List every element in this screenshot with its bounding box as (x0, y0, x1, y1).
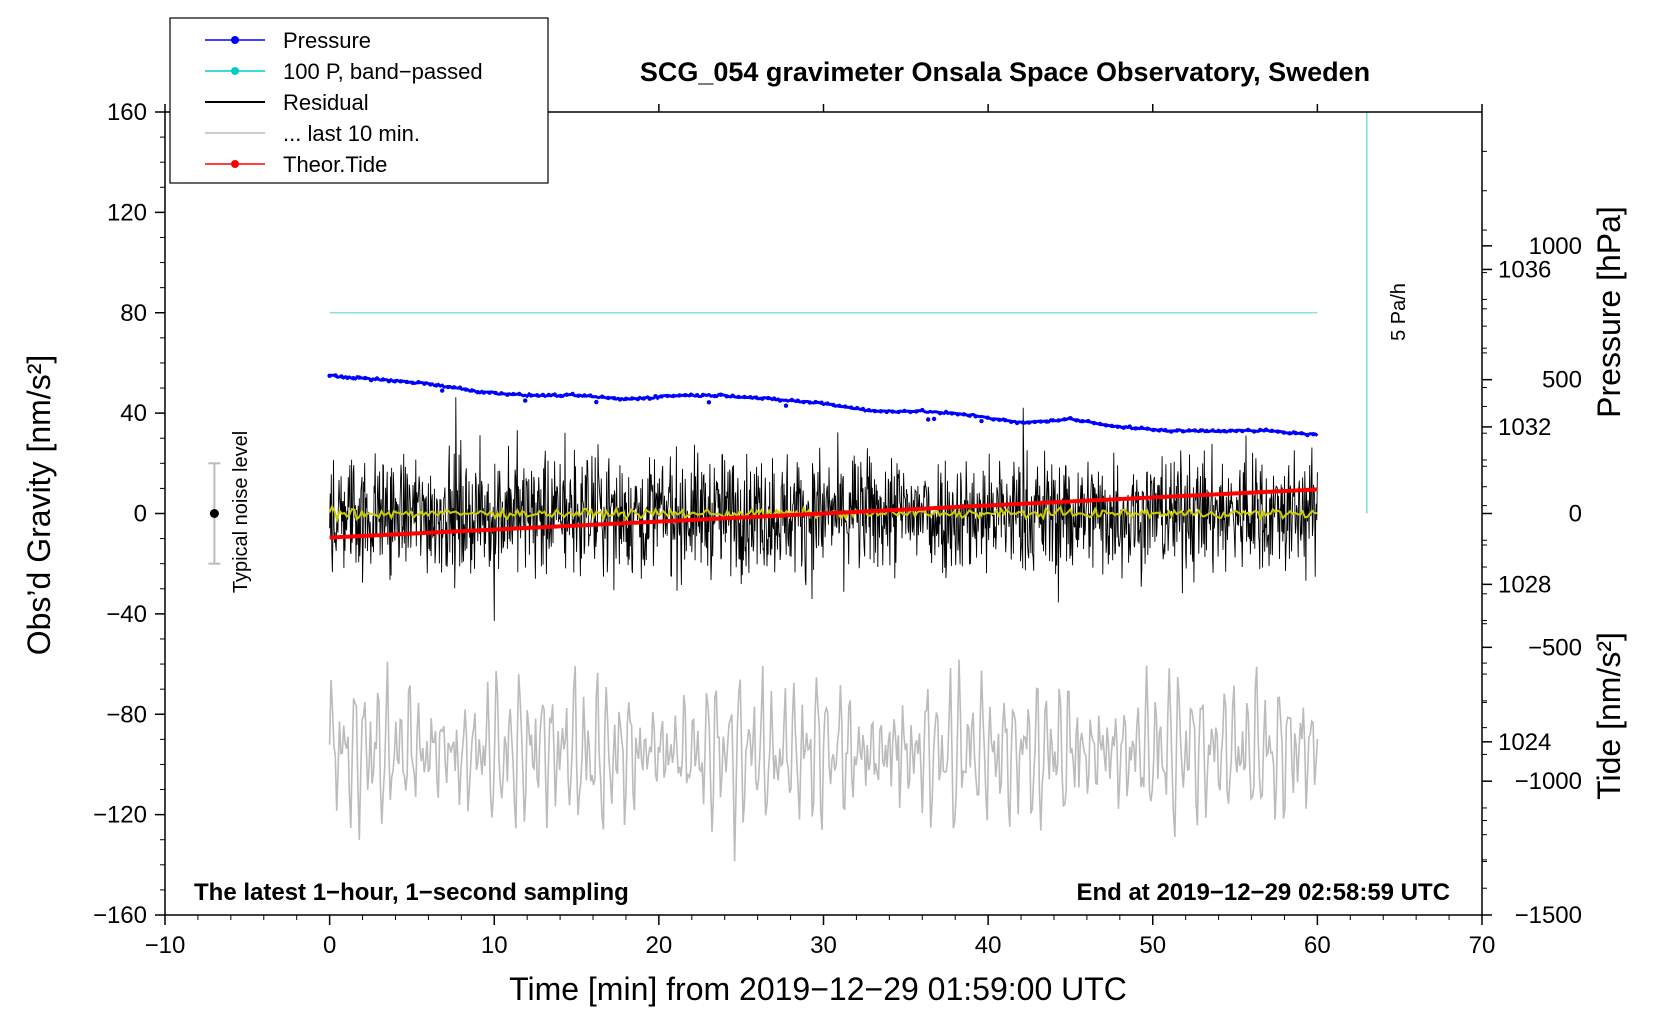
pressure-point (783, 403, 789, 408)
x-tick-label: 0 (323, 932, 336, 959)
legend-box (169, 17, 549, 184)
pressure-tick-label: 1036 (1498, 256, 1551, 283)
chart-title: SCG_054 gravimeter Onsala Space Observat… (640, 57, 1370, 87)
x-tick-label: −10 (145, 932, 186, 959)
end-time-note: End at 2019−12−29 02:58:59 UTC (1076, 879, 1450, 906)
pressure-point (523, 398, 528, 403)
pressure-series (327, 373, 1319, 438)
pressure-point (926, 417, 931, 422)
tide-tick-label: −1500 (1515, 902, 1582, 929)
plot-content (327, 112, 1368, 862)
x-tick-label: 20 (646, 932, 673, 959)
y-tick-label: −80 (106, 701, 147, 728)
x-tick-label: 50 (1139, 932, 1166, 959)
y-tick-label: 40 (120, 400, 147, 427)
pressure-tick-label: 1028 (1498, 571, 1551, 598)
y-axis-ticks: 160 120 80 40 0 −40 −80 −120 −160 (93, 99, 165, 929)
x-axis-ticks: −10 0 10 20 30 40 50 60 70 (145, 104, 1496, 959)
tide-axis-ticks: 1000 500 0 −500 −1000 −1500 (1482, 233, 1582, 929)
x-axis-label: Time [min] from 2019−12−29 01:59:00 UTC (509, 971, 1127, 1007)
x-tick-label: 30 (810, 932, 837, 959)
x-tick-label: 60 (1304, 932, 1331, 959)
y-tick-label: −40 (106, 601, 147, 628)
last-10-min-line (328, 659, 1319, 862)
legend-marker (231, 160, 239, 168)
tide-tick-label: −1000 (1515, 768, 1582, 795)
pressure-point (979, 418, 984, 424)
y-tick-label: 160 (107, 99, 147, 126)
tide-tick-label: 0 (1569, 501, 1582, 528)
tide-tick-label: 1000 (1529, 233, 1582, 260)
pressure-point (440, 388, 445, 393)
pressure-axis-label: Pressure [hPa] (1591, 206, 1627, 418)
y-tick-label: 120 (107, 199, 147, 226)
y-tick-label: 0 (134, 501, 147, 528)
y-tick-label: −120 (93, 802, 147, 829)
noise-level-indicator (208, 462, 221, 565)
tide-axis-label: Tide [nm/s²] (1591, 632, 1627, 800)
pressure-point (594, 399, 599, 405)
legend-label: Theor.Tide (283, 152, 387, 177)
band-scale-label: 5 Pa/h (1388, 283, 1410, 341)
y-axis-label: Obs’d Gravity [nm/s²] (21, 355, 57, 656)
pressure-line (329, 373, 1319, 437)
residual-line (329, 397, 1318, 621)
legend-label: Residual (283, 90, 369, 115)
y-tick-label: 80 (120, 300, 147, 327)
legend: Pressure 100 P, band−passed Residual ... la… (169, 17, 549, 184)
x-tick-label: 10 (481, 932, 508, 959)
theoretical-tide-line (329, 487, 1318, 540)
legend-label: 100 P, band−passed (283, 59, 483, 84)
legend-label: Pressure (283, 28, 371, 53)
legend-marker (231, 36, 239, 44)
y-tick-label: −160 (93, 902, 147, 929)
noise-level-label: Typical noise level (230, 431, 252, 593)
noise-bar-center (209, 509, 219, 518)
pressure-axis-ticks: 1024 1028 1032 1036 (1482, 150, 1551, 861)
pressure-point (706, 400, 712, 405)
pressure-tick-label: 1032 (1498, 414, 1551, 441)
tide-tick-label: −500 (1528, 634, 1582, 661)
sampling-note: The latest 1−hour, 1−second sampling (194, 879, 629, 906)
legend-marker (231, 67, 239, 75)
pressure-point (931, 416, 937, 422)
pressure-tick-label: 1024 (1498, 729, 1551, 756)
legend-label: ... last 10 min. (283, 121, 420, 146)
tide-tick-label: 500 (1542, 367, 1582, 394)
x-tick-label: 40 (975, 932, 1002, 959)
x-tick-label: 70 (1469, 932, 1496, 959)
